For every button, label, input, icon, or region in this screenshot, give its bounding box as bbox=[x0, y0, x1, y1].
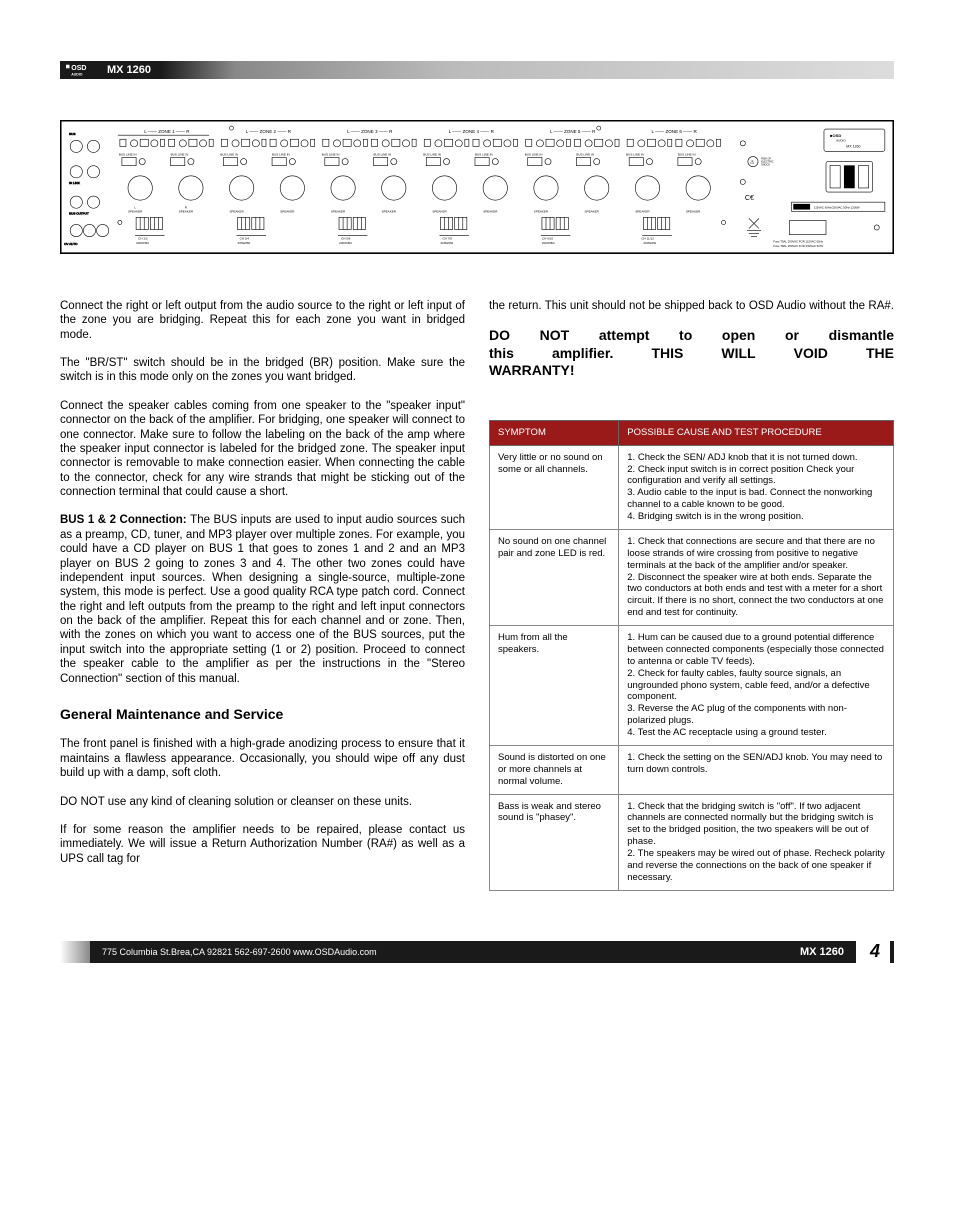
svg-text:BUS LINE IN: BUS LINE IN bbox=[119, 152, 137, 156]
table-row: Sound is distorted on one or more channe… bbox=[490, 745, 894, 794]
table-row: Bass is weak and stereo sound is "phasey… bbox=[490, 794, 894, 890]
footer-dark: 775 Columbia St.Brea,CA 92821 562-697-26… bbox=[90, 941, 856, 963]
svg-text:SPEAKER: SPEAKER bbox=[635, 209, 650, 213]
svg-text:BUS LINE IN: BUS LINE IN bbox=[272, 152, 290, 156]
svg-text:OSD: OSD bbox=[71, 65, 86, 72]
header-fade bbox=[161, 61, 894, 79]
bus-body: The BUS inputs are used to input audio s… bbox=[60, 514, 465, 684]
svg-text:C€: C€ bbox=[745, 194, 754, 202]
svg-text:L —— ZONE 2 —— R: L —— ZONE 2 —— R bbox=[246, 129, 292, 134]
svg-text:AUDIO: AUDIO bbox=[71, 72, 83, 76]
svg-text:115VAC 60Hz/230VAC 50Hz 1200W: 115VAC 60Hz/230VAC 50Hz 1200W bbox=[814, 205, 860, 209]
body-columns: Connect the right or left output from th… bbox=[60, 299, 894, 891]
svg-text:BUS LINE IN: BUS LINE IN bbox=[171, 152, 189, 156]
svg-text:200W/8Ω: 200W/8Ω bbox=[339, 241, 352, 245]
footer-model: MX 1260 bbox=[800, 946, 844, 958]
svg-text:⚠: ⚠ bbox=[750, 160, 755, 166]
svg-text:L —— ZONE 6 —— R: L —— ZONE 6 —— R bbox=[652, 129, 698, 134]
osd-logo-icon: OSD AUDIO bbox=[66, 63, 101, 77]
svg-text:OV AUTO: OV AUTO bbox=[64, 242, 78, 246]
footer-bar: 775 Columbia St.Brea,CA 92821 562-697-26… bbox=[60, 941, 894, 963]
svg-text:L —— ZONE 4 —— R: L —— ZONE 4 —— R bbox=[449, 129, 495, 134]
svg-text:SPEAKER: SPEAKER bbox=[534, 209, 549, 213]
svg-text:200W/8Ω: 200W/8Ω bbox=[643, 241, 656, 245]
para-bridging-1: Connect the right or left output from th… bbox=[60, 299, 465, 342]
svg-text:SPEAKER: SPEAKER bbox=[432, 209, 447, 213]
svg-text:L —— ZONE 5 —— R: L —— ZONE 5 —— R bbox=[550, 129, 596, 134]
svg-text:BUS LINE IN: BUS LINE IN bbox=[576, 152, 594, 156]
heading-maintenance: General Maintenance and Service bbox=[60, 706, 465, 724]
svg-text:SPEAKER: SPEAKER bbox=[382, 209, 397, 213]
svg-text:BUS LINE IN: BUS LINE IN bbox=[423, 152, 441, 156]
svg-text:BUS LINE IN: BUS LINE IN bbox=[322, 152, 340, 156]
left-column: Connect the right or left output from th… bbox=[60, 299, 465, 891]
svg-text:L —— ZONE 1 —— R: L —— ZONE 1 —— R bbox=[144, 129, 190, 134]
page-number: 4 bbox=[862, 941, 886, 963]
svg-text:SPEAKER: SPEAKER bbox=[179, 209, 194, 213]
svg-text:200W/8Ω: 200W/8Ω bbox=[542, 241, 555, 245]
para-bus-connection: BUS 1 & 2 Connection: The BUS inputs are… bbox=[60, 513, 465, 686]
header-model: MX 1260 bbox=[107, 64, 151, 76]
para-maint-2: DO NOT use any kind of cleaning solution… bbox=[60, 795, 465, 809]
warranty-warning: DONOTattempttoopenordismantle thisamplif… bbox=[489, 327, 894, 380]
svg-text:SPEAKER: SPEAKER bbox=[229, 209, 244, 213]
svg-text:SHOCK: SHOCK bbox=[761, 164, 770, 167]
table-row: No sound on one channel pair and zone LE… bbox=[490, 529, 894, 625]
para-maint-1: The front panel is finished with a high-… bbox=[60, 737, 465, 780]
table-row: Hum from all the speakers.1. Hum can be … bbox=[490, 626, 894, 746]
svg-text:SPEAKER: SPEAKER bbox=[280, 209, 295, 213]
para-maint-3: If for some reason the amplifier needs t… bbox=[60, 823, 465, 866]
troubleshoot-table: SYMPTOM POSSIBLE CAUSE AND TEST PROCEDUR… bbox=[489, 420, 894, 891]
svg-text:SPEAKER: SPEAKER bbox=[128, 209, 143, 213]
svg-text:BUS LINE IN: BUS LINE IN bbox=[525, 152, 543, 156]
right-column: the return. This unit should not be ship… bbox=[489, 299, 894, 891]
svg-text:200W/8Ω: 200W/8Ω bbox=[238, 241, 251, 245]
svg-text:SPEAKER: SPEAKER bbox=[585, 209, 600, 213]
header-bar: OSD AUDIO MX 1260 bbox=[60, 60, 894, 80]
troubleshoot-tbody: Very little or no sound on some or all c… bbox=[490, 445, 894, 890]
th-cause: POSSIBLE CAUSE AND TEST PROCEDURE bbox=[619, 420, 894, 445]
svg-text:MX 1260: MX 1260 bbox=[846, 144, 860, 148]
svg-text:BUS LINE IN: BUS LINE IN bbox=[678, 152, 696, 156]
svg-text:BUS OUTPUT: BUS OUTPUT bbox=[69, 211, 89, 215]
svg-text:BUS LINE IN: BUS LINE IN bbox=[475, 152, 493, 156]
svg-text:200W/8Ω: 200W/8Ω bbox=[440, 241, 453, 245]
svg-text:BUS LINE IN: BUS LINE IN bbox=[374, 152, 392, 156]
svg-text:SPEAKER: SPEAKER bbox=[483, 209, 498, 213]
rear-panel-diagram: BUS IR LINK BUS OUTPUT OV AUTO L —— ZONE… bbox=[60, 120, 894, 254]
svg-text:SPEAKER: SPEAKER bbox=[331, 209, 346, 213]
footer-fade bbox=[60, 941, 90, 963]
svg-text:IR LINK: IR LINK bbox=[69, 181, 80, 185]
svg-text:BUS LINE IN: BUS LINE IN bbox=[220, 152, 238, 156]
para-bridging-3: Connect the speaker cables coming from o… bbox=[60, 399, 465, 500]
svg-text:Fuse T8AL 250VAC FOR 230VAC 50: Fuse T8AL 250VAC FOR 230VAC 50Hz bbox=[773, 244, 824, 248]
svg-text:BUS: BUS bbox=[69, 132, 75, 136]
svg-text:L —— ZONE 3 —— R: L —— ZONE 3 —— R bbox=[347, 129, 393, 134]
th-symptom: SYMPTOM bbox=[490, 420, 619, 445]
bus-lead: BUS 1 & 2 Connection: bbox=[60, 514, 190, 526]
header-brand-block: OSD AUDIO MX 1260 bbox=[60, 61, 161, 79]
footer-tick bbox=[890, 941, 894, 963]
para-return: the return. This unit should not be ship… bbox=[489, 299, 894, 313]
svg-text:200W/8Ω: 200W/8Ω bbox=[136, 241, 149, 245]
footer-address: 775 Columbia St.Brea,CA 92821 562-697-26… bbox=[102, 947, 377, 957]
svg-text:AUDIO: AUDIO bbox=[836, 138, 846, 142]
table-row: Very little or no sound on some or all c… bbox=[490, 445, 894, 529]
para-bridging-2: The "BR/ST" switch should be in the brid… bbox=[60, 356, 465, 385]
svg-text:BUS LINE IN: BUS LINE IN bbox=[626, 152, 644, 156]
svg-text:SPEAKER: SPEAKER bbox=[686, 209, 701, 213]
